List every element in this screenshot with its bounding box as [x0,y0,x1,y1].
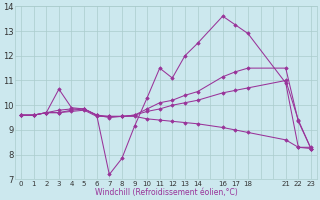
X-axis label: Windchill (Refroidissement éolien,°C): Windchill (Refroidissement éolien,°C) [95,188,237,197]
